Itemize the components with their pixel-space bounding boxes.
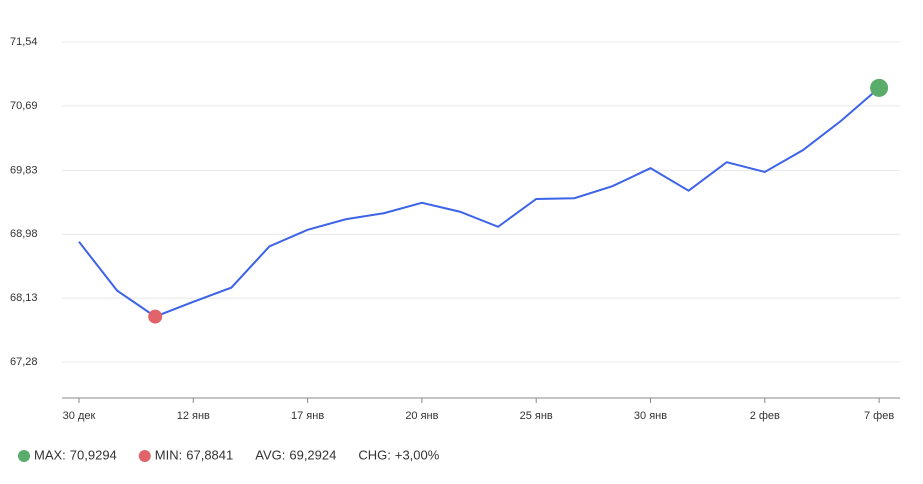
legend-value: 70,9294: [70, 447, 117, 462]
y-tick-label: 69,83: [10, 164, 38, 176]
x-tick-label: 25 янв: [520, 410, 553, 422]
x-tick-label: 17 янв: [291, 410, 324, 422]
x-tick-label: 2 фев: [750, 410, 780, 422]
legend-dot: [138, 450, 151, 462]
legend-label: MAX:: [34, 447, 66, 462]
x-tick-label: 20 янв: [405, 410, 438, 422]
legend-label: AVG:: [255, 447, 285, 462]
min-point: [148, 309, 163, 324]
y-tick-label: 70,69: [10, 100, 38, 112]
legend-value: +3,00%: [395, 447, 440, 462]
y-tick-label: 68,98: [10, 228, 38, 240]
legend-value: 69,2924: [289, 447, 336, 462]
x-tick-label: 12 янв: [177, 410, 210, 422]
line-series: [78, 87, 880, 318]
legend: MAX: 70,9294 MIN: 67,8841 AVG: 69,2924 CHG: +3,…: [18, 447, 440, 462]
legend-label: MIN:: [155, 447, 182, 462]
x-tick-label: 30 янв: [634, 410, 667, 422]
y-tick-label: 71,54: [10, 36, 38, 48]
legend-label: CHG:: [358, 447, 391, 462]
y-tick-label: 68,13: [10, 292, 38, 304]
legend-value: 67,8841: [186, 447, 233, 462]
legend-dot: [18, 450, 30, 462]
x-tick-label: 7 фев: [864, 410, 894, 422]
y-tick-label: 67,28: [10, 356, 38, 368]
max-point: [870, 78, 889, 97]
x-tick-label: 30 дек: [63, 410, 96, 422]
